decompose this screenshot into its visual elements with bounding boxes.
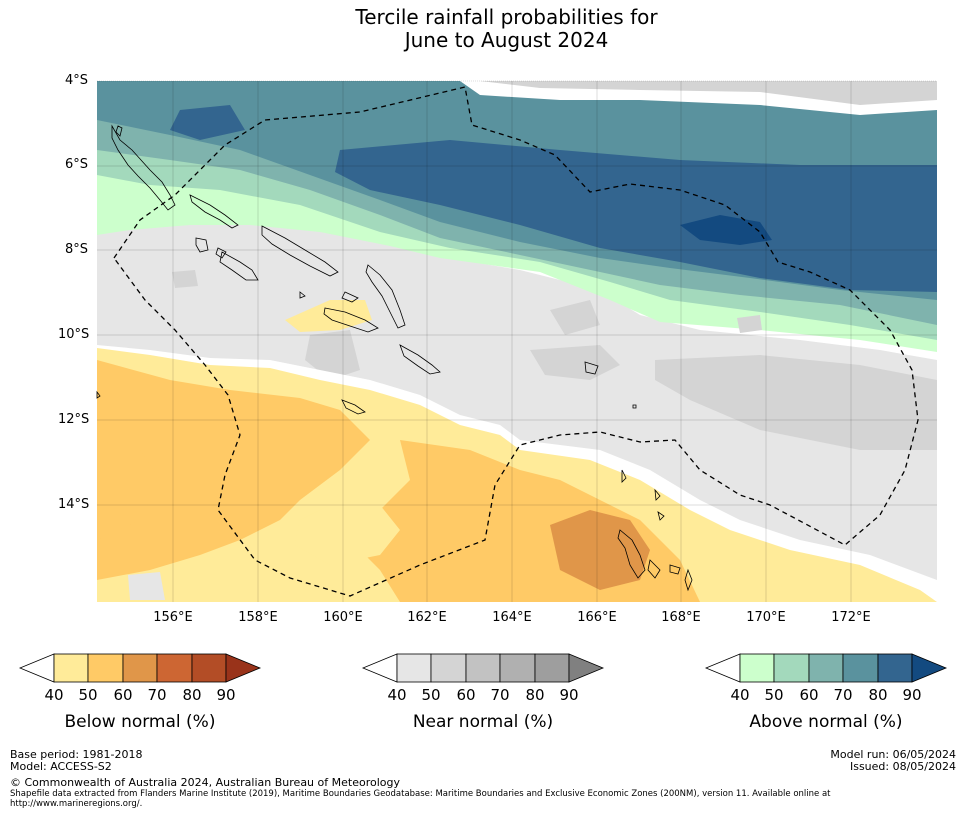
near-tick-90: 90 <box>559 686 579 704</box>
near-swatch-70 <box>465 653 501 683</box>
below-swatch-80 <box>156 653 193 683</box>
near-swatch-60 <box>430 653 467 683</box>
lat-label-6s: 6°S <box>65 157 89 172</box>
near-tick-40: 40 <box>387 686 407 704</box>
coastlines <box>96 124 693 592</box>
colorbar-below-normal <box>18 653 262 683</box>
near-normal-label: Near normal (%) <box>412 712 554 732</box>
lon-label-160e: 160°E <box>323 610 363 625</box>
lat-label-12s: 12°S <box>58 412 90 427</box>
below-swatch-90 <box>191 653 227 683</box>
chart-title: Tercile rainfall probabilities for June … <box>0 6 965 52</box>
near-swatch-50 <box>396 653 432 683</box>
near-swatch-80 <box>499 653 536 683</box>
below-swatch-70 <box>122 653 158 683</box>
eez-boundaries <box>113 86 919 597</box>
below-normal-label: Below normal (%) <box>64 712 216 732</box>
below-tick-60: 60 <box>113 686 133 704</box>
above-swatch-50 <box>739 653 775 683</box>
near-tick-50: 50 <box>421 686 441 704</box>
model-run-text: Model run: 06/05/2024 <box>830 748 956 761</box>
below-tick-90: 90 <box>216 686 236 704</box>
lon-label-158e: 158°E <box>238 610 278 625</box>
rainfall-probability-map <box>96 80 937 602</box>
colorbars <box>18 653 948 683</box>
below-tick-80: 80 <box>182 686 202 704</box>
above-swatch-90 <box>877 653 913 683</box>
above-tick-80: 80 <box>868 686 888 704</box>
above-swatch-80 <box>842 653 879 683</box>
colorbar-above-normal <box>704 653 948 683</box>
above-swatch-over <box>911 653 948 683</box>
above-normal-label: Above normal (%) <box>749 712 903 732</box>
title-line-1: Tercile rainfall probabilities for <box>355 5 658 29</box>
lon-label-168e: 168°E <box>661 610 701 625</box>
above-tick-90: 90 <box>902 686 922 704</box>
lat-label-14s: 14°S <box>58 497 90 512</box>
lat-label-4s: 4°S <box>65 73 89 88</box>
above-tick-70: 70 <box>833 686 853 704</box>
above-swatch-70 <box>808 653 844 683</box>
lon-label-156e: 156°E <box>153 610 193 625</box>
colorbar-near-normal <box>361 653 605 683</box>
lon-label-162e: 162°E <box>407 610 447 625</box>
near-swatch-under <box>361 653 398 683</box>
above-tick-40: 40 <box>730 686 750 704</box>
base-period-text: Base period: 1981-2018 <box>10 748 143 761</box>
map-gridlines <box>97 80 937 602</box>
above-swatch-60 <box>773 653 810 683</box>
above-tick-60: 60 <box>799 686 819 704</box>
near-swatch-over <box>568 653 605 683</box>
marineregions-url: http://www.marineregions.org/. <box>10 799 143 809</box>
below-tick-40: 40 <box>44 686 64 704</box>
lat-label-10s: 10°S <box>58 327 90 342</box>
near-tick-60: 60 <box>456 686 476 704</box>
probability-shading <box>97 81 937 602</box>
below-swatch-under <box>18 653 55 683</box>
below-tick-70: 70 <box>147 686 167 704</box>
lon-label-166e: 166°E <box>577 610 617 625</box>
lon-label-164e: 164°E <box>492 610 532 625</box>
below-swatch-over <box>225 653 262 683</box>
near-swatch-90 <box>534 653 570 683</box>
above-swatch-under <box>704 653 741 683</box>
below-tick-50: 50 <box>78 686 98 704</box>
issued-text: Issued: 08/05/2024 <box>849 760 956 773</box>
below-swatch-60 <box>87 653 124 683</box>
model-text: Model: ACCESS-S2 <box>10 760 112 773</box>
near-tick-70: 70 <box>490 686 510 704</box>
above-tick-50: 50 <box>764 686 784 704</box>
lon-label-170e: 170°E <box>746 610 786 625</box>
lat-label-8s: 8°S <box>65 242 89 257</box>
copyright-text: © Commonwealth of Australia 2024, Austra… <box>10 776 400 789</box>
below-swatch-50 <box>53 653 89 683</box>
lon-label-172e: 172°E <box>831 610 871 625</box>
near-tick-80: 80 <box>525 686 545 704</box>
shapefile-credit-text: Shapefile data extracted from Flanders M… <box>10 789 831 799</box>
title-line-2: June to August 2024 <box>404 28 609 52</box>
